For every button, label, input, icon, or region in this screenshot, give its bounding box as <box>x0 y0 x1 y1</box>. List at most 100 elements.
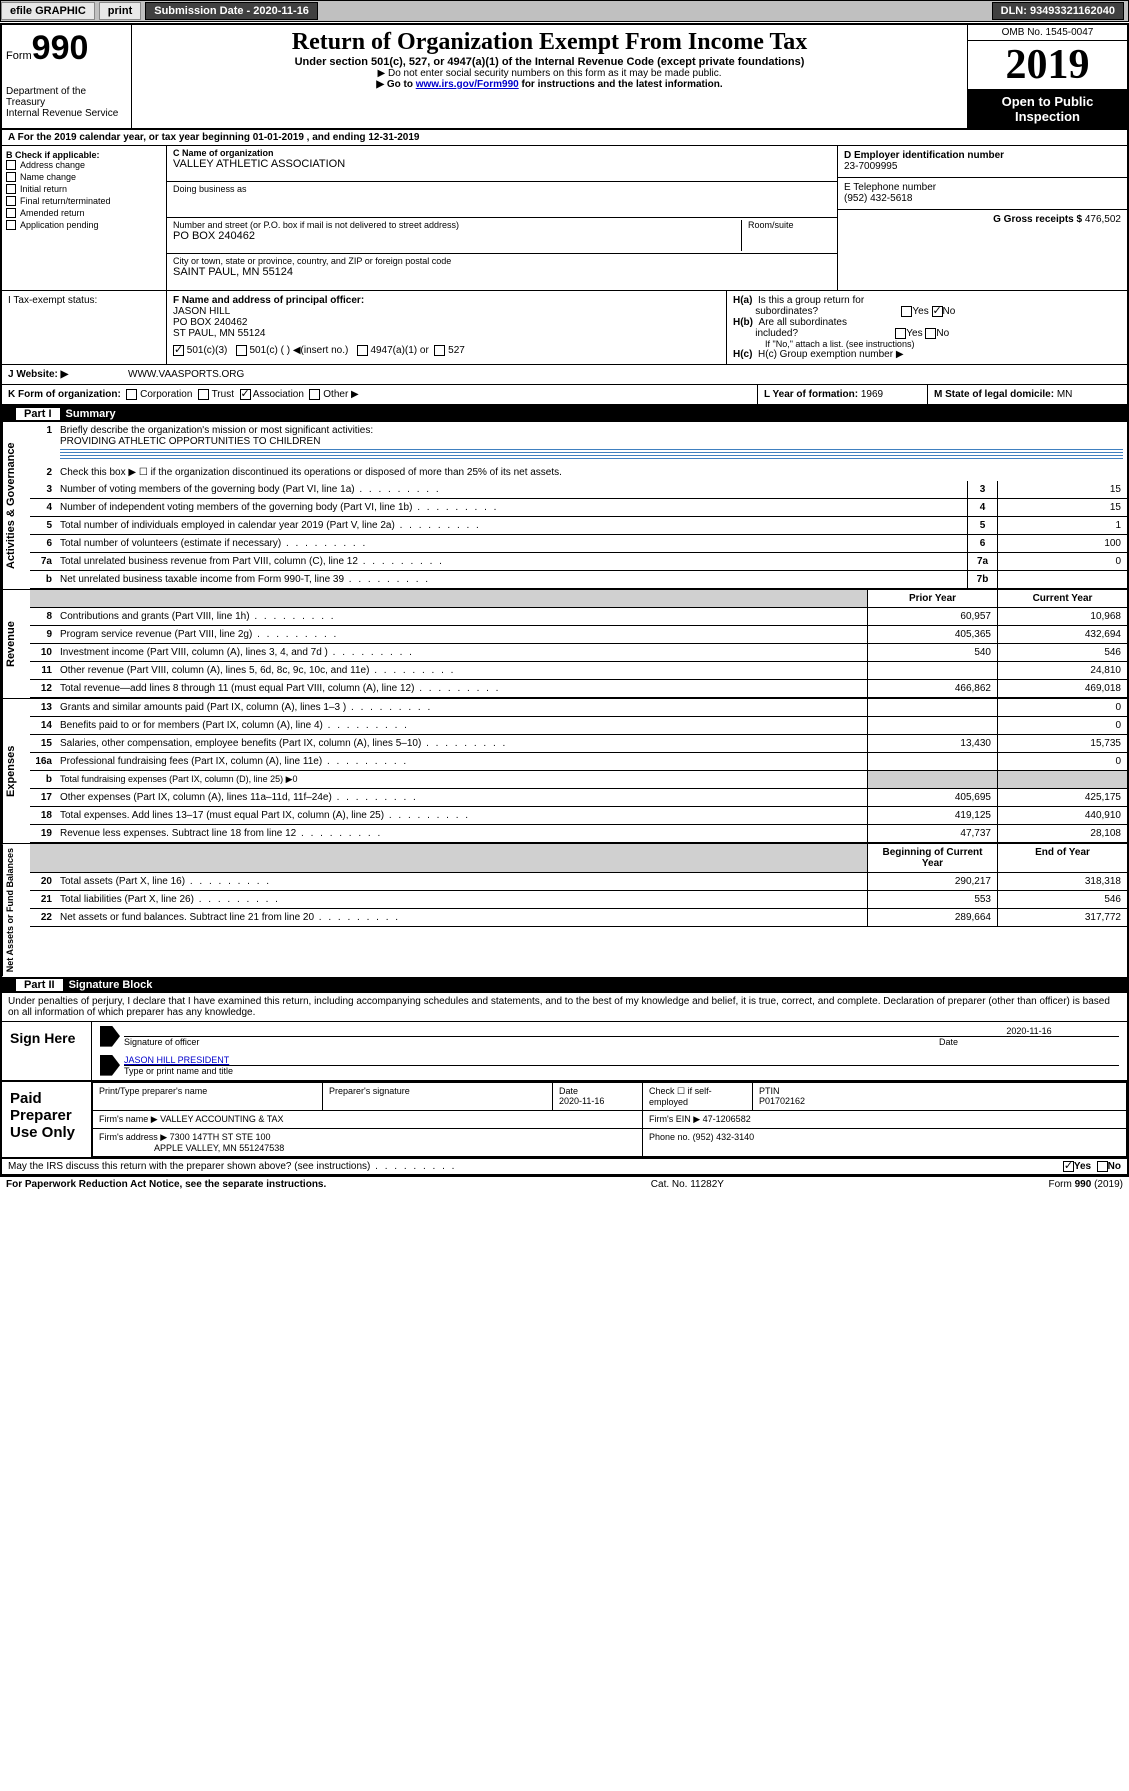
discuss-text: May the IRS discuss this return with the… <box>8 1161 456 1172</box>
ein-value: 23-7009995 <box>844 161 897 172</box>
revenue-row: 11Other revenue (Part VIII, column (A), … <box>30 662 1127 680</box>
summary-row: 4Number of independent voting members of… <box>30 499 1127 517</box>
firm-phone: (952) 432-3140 <box>693 1132 755 1142</box>
tax-status-501c-check[interactable] <box>236 345 247 356</box>
website-url: WWW.VAASPORTS.ORG <box>128 369 244 380</box>
expense-row: 15Salaries, other compensation, employee… <box>30 735 1127 753</box>
dept-treasury: Department of the Treasury Internal Reve… <box>6 86 127 119</box>
section-b: B Check if applicable: Address change Na… <box>2 146 1127 291</box>
form-subtitle: Under section 501(c), 527, or 4947(a)(1)… <box>136 56 963 68</box>
form-title: Return of Organization Exempt From Incom… <box>136 29 963 56</box>
discuss-yes[interactable] <box>1063 1161 1074 1172</box>
revenue-row: 9Program service revenue (Part VIII, lin… <box>30 626 1127 644</box>
city-value: SAINT PAUL, MN 55124 <box>173 266 451 278</box>
i-label: I Tax-exempt status: <box>8 295 97 306</box>
firm-addr2: APPLE VALLEY, MN 551247538 <box>154 1143 284 1153</box>
hb-no[interactable] <box>925 328 936 339</box>
l-label: L Year of formation: <box>764 389 858 400</box>
omb-number: OMB No. 1545-0047 <box>968 25 1127 41</box>
f-addr1: PO BOX 240462 <box>173 317 248 328</box>
k-assoc[interactable] <box>240 389 251 400</box>
expense-row: 14Benefits paid to or for members (Part … <box>30 717 1127 735</box>
city-label: City or town, state or province, country… <box>173 256 451 266</box>
firm-addr1: 7300 147TH ST STE 100 <box>170 1132 271 1142</box>
form-main: Form990 Department of the Treasury Inter… <box>0 23 1129 1176</box>
check-address-change[interactable]: Address change <box>6 160 162 170</box>
expenses-section: Expenses 13Grants and similar amounts pa… <box>2 698 1127 843</box>
netassets-section: Net Assets or Fund Balances Beginning of… <box>2 843 1127 976</box>
ptin-value: P01702162 <box>759 1096 805 1106</box>
expense-row: 19Revenue less expenses. Subtract line 1… <box>30 825 1127 843</box>
discuss-no[interactable] <box>1097 1161 1108 1172</box>
prep-date-label: Date <box>559 1086 578 1096</box>
part1-title: Summary <box>66 408 116 420</box>
sig-arrow-icon2 <box>100 1055 120 1076</box>
revenue-row: 8Contributions and grants (Part VIII, li… <box>30 608 1127 626</box>
l-value: 1969 <box>861 389 883 400</box>
part1-label: Part I <box>16 408 60 420</box>
summary-row: bNet unrelated business taxable income f… <box>30 571 1127 589</box>
q1-answer: PROVIDING ATHLETIC OPPORTUNITIES TO CHIL… <box>60 436 320 447</box>
k-other[interactable] <box>309 389 320 400</box>
irs-link[interactable]: www.irs.gov/Form990 <box>416 79 519 90</box>
firm-ein: 47-1206582 <box>703 1114 751 1124</box>
prep-sig-label: Preparer's signature <box>329 1086 410 1096</box>
vert-expenses: Expenses <box>2 699 30 843</box>
expense-row: 16aProfessional fundraising fees (Part I… <box>30 753 1127 771</box>
expense-row: bTotal fundraising expenses (Part IX, co… <box>30 771 1127 789</box>
sig-arrow-icon <box>100 1026 120 1047</box>
print-button[interactable]: print <box>99 2 141 20</box>
check-if-applicable: B Check if applicable: Address change Na… <box>2 146 167 290</box>
perjury-statement: Under penalties of perjury, I declare th… <box>2 993 1127 1021</box>
row-f-h: I Tax-exempt status: F Name and address … <box>2 291 1127 365</box>
ha-no[interactable] <box>932 306 943 317</box>
summary-row: 6Total number of volunteers (estimate if… <box>30 535 1127 553</box>
k-label: K Form of organization: <box>8 389 121 400</box>
end-year-header: End of Year <box>997 844 1127 872</box>
netassets-row: 20Total assets (Part X, line 16)290,2173… <box>30 873 1127 891</box>
row-k: K Form of organization: Corporation Trus… <box>2 385 1127 406</box>
tax-status-4947-check[interactable] <box>357 345 368 356</box>
sig-officer-label: Signature of officer <box>124 1037 939 1047</box>
address: PO BOX 240462 <box>173 230 741 242</box>
hc-label: H(c) H(c) Group exemption number ▶ <box>733 349 1121 360</box>
ha-yes[interactable] <box>901 306 912 317</box>
hb-label: H(b) Are all subordinates included? Yes … <box>733 317 1121 339</box>
check-initial-return[interactable]: Initial return <box>6 184 162 194</box>
check-final-return[interactable]: Final return/terminated <box>6 196 162 206</box>
j-label: J Website: ▶ <box>8 369 68 380</box>
tax-status-501c3-check[interactable] <box>173 345 184 356</box>
k-trust[interactable] <box>198 389 209 400</box>
expense-row: 13Grants and similar amounts paid (Part … <box>30 699 1127 717</box>
k-corp[interactable] <box>126 389 137 400</box>
officer-name-link[interactable]: JASON HILL PRESIDENT <box>124 1055 229 1065</box>
cat-number: Cat. No. 11282Y <box>651 1179 724 1190</box>
check-self-employed[interactable]: Check ☐ if self-employed <box>649 1086 712 1107</box>
f-name: JASON HILL <box>173 306 230 317</box>
g-value: 476,502 <box>1085 214 1121 225</box>
ptin-label: PTIN <box>759 1086 780 1096</box>
firm-phone-label: Phone no. <box>649 1132 690 1142</box>
form-title-box: Return of Organization Exempt From Incom… <box>132 25 967 128</box>
pra-notice: For Paperwork Reduction Act Notice, see … <box>6 1179 326 1190</box>
form-year-box: OMB No. 1545-0047 2019 Open to Public In… <box>967 25 1127 128</box>
g-label: G Gross receipts $ <box>993 214 1082 225</box>
check-name-change[interactable]: Name change <box>6 172 162 182</box>
prior-year-header: Prior Year <box>867 590 997 607</box>
check-amended[interactable]: Amended return <box>6 208 162 218</box>
efile-header-bar: efile GRAPHIC print Submission Date - 20… <box>0 0 1129 22</box>
hb-yes[interactable] <box>895 328 906 339</box>
c-label: C Name of organization <box>173 148 274 158</box>
revenue-row: 10Investment income (Part VIII, column (… <box>30 644 1127 662</box>
netassets-row: 21Total liabilities (Part X, line 26)553… <box>30 891 1127 909</box>
tax-status-527-check[interactable] <box>434 345 445 356</box>
summary-row: 5Total number of individuals employed in… <box>30 517 1127 535</box>
expense-row: 18Total expenses. Add lines 13–17 (must … <box>30 807 1127 825</box>
current-year-header: Current Year <box>997 590 1127 607</box>
check-application-pending[interactable]: Application pending <box>6 220 162 230</box>
revenue-section: Revenue Prior Year Current Year 8Contrib… <box>2 589 1127 698</box>
e-label: E Telephone number <box>844 182 936 193</box>
efile-label: efile GRAPHIC <box>1 2 95 20</box>
vert-revenue: Revenue <box>2 590 30 698</box>
sign-here-label: Sign Here <box>2 1022 92 1080</box>
